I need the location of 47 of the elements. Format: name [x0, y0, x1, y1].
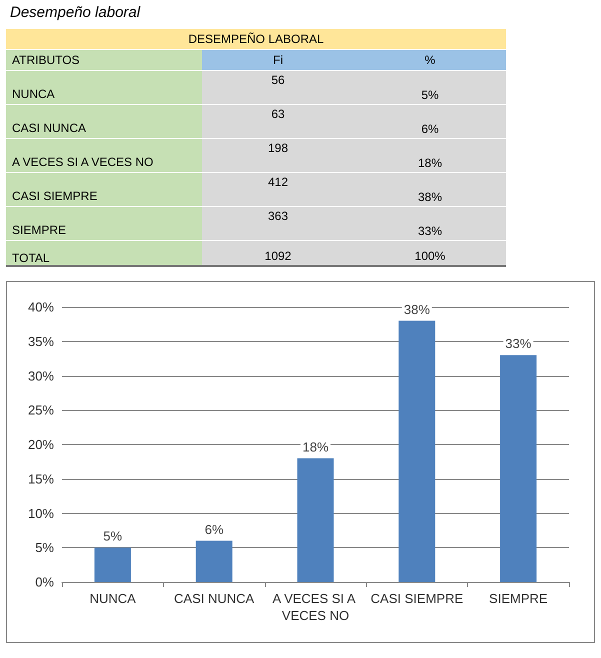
data-label: 33%: [354, 206, 506, 240]
y-tick-label: 30%: [28, 368, 54, 384]
bar: [398, 320, 436, 582]
data-label: 18%: [302, 439, 329, 454]
data-label: 63: [202, 104, 354, 138]
series-label: %: [354, 50, 506, 70]
y-tick-label: 20%: [28, 437, 54, 452]
x-tick-label: SIEMPRE: [489, 591, 548, 606]
x-tick-label: CASI NUNCA: [174, 591, 255, 606]
data-label: 5%: [103, 528, 123, 544]
bar: [196, 540, 232, 582]
y-tick-label: 5%: [35, 540, 54, 556]
y-tick-label: 15%: [28, 471, 54, 486]
text: Desempeño laboral: [10, 4, 142, 21]
data-label: 100%: [354, 240, 506, 266]
data-label: 412: [202, 172, 354, 206]
data-label: 38%: [354, 172, 506, 206]
category-label: TOTAL: [6, 240, 202, 266]
category-label: CASI SIEMPRE: [6, 172, 202, 206]
category-label: NUNCA: [6, 70, 202, 104]
category-label: SIEMPRE: [6, 206, 202, 240]
text: DESEMPEÑO LABORAL: [6, 29, 506, 50]
data-label: 198: [202, 138, 354, 172]
data-label: 6%: [204, 522, 224, 537]
data-label: 363: [202, 206, 354, 240]
bar: [297, 458, 334, 582]
data-label: 6%: [354, 104, 506, 138]
category-label: A VECES SI A VECES NO: [6, 138, 202, 172]
y-tick-label: 35%: [28, 334, 54, 349]
data-label: 18%: [354, 138, 506, 172]
y-tick-label: 10%: [28, 506, 54, 521]
category-label: CASI NUNCA: [6, 104, 202, 138]
bar: [94, 548, 131, 582]
bar: [500, 355, 537, 582]
y-tick-label: 25%: [28, 402, 54, 418]
y-tick-label: 40%: [28, 300, 54, 314]
data-label: 1092: [202, 240, 354, 266]
data-label: 5%: [354, 70, 506, 104]
data-label: 38%: [404, 302, 430, 317]
data-label: 56: [202, 70, 354, 104]
y-tick-label: 0%: [35, 574, 54, 590]
x-tick-label: A VECES SI A VECES NO: [272, 591, 358, 623]
x-tick-label: CASI SIEMPRE: [370, 591, 464, 606]
x-tick-label: NUNCA: [90, 591, 136, 606]
text: ATRIBUTOS: [6, 50, 202, 70]
series-label: Fi: [202, 50, 354, 70]
data-label: 33%: [505, 336, 532, 352]
